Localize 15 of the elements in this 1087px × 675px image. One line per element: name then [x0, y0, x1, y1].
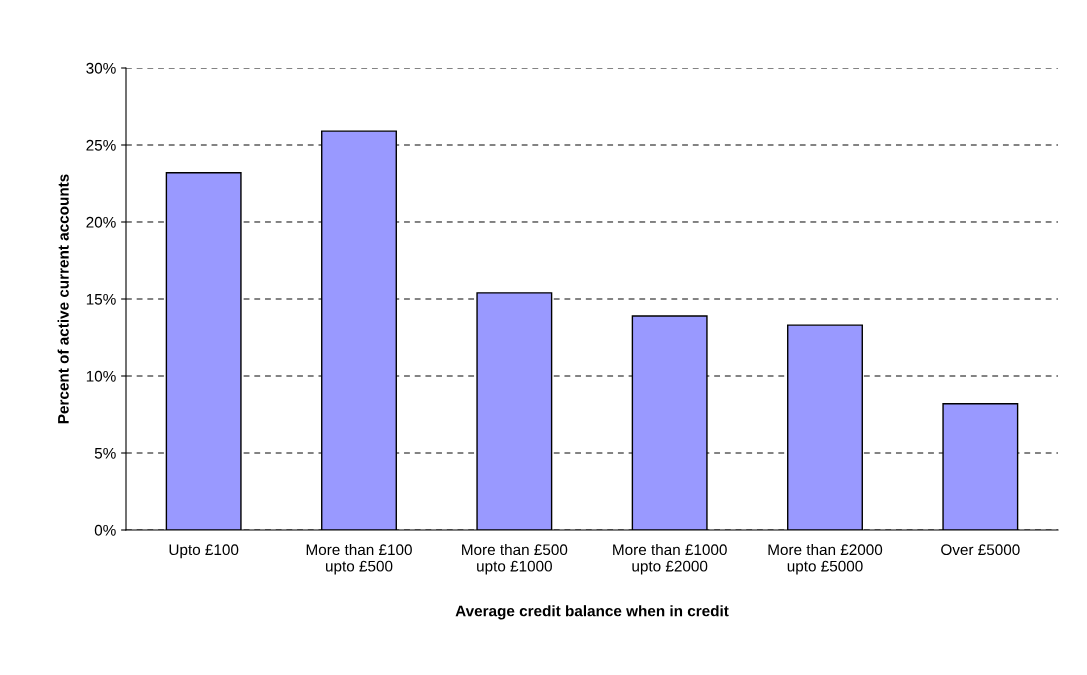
y-tick-label: 20%: [86, 216, 116, 228]
y-tick-label: 0%: [94, 524, 116, 536]
x-tick-label: More than £500 upto £1000: [462, 543, 568, 575]
y-tick-label: 10%: [86, 370, 116, 382]
y-tick-label: 15%: [86, 293, 116, 305]
x-axis-title: Average credit balance when in credit: [455, 605, 729, 620]
x-tick-label: More than £1000 upto £2000: [613, 543, 727, 575]
y-tick-label: 30%: [86, 62, 116, 74]
x-tick-label: Upto £100: [169, 544, 239, 559]
x-tick-label: Over £5000: [941, 544, 1020, 556]
x-tick-label: More than £2000 upto £5000: [768, 543, 883, 575]
y-tick-label: 5%: [94, 447, 116, 459]
x-tick-label: More than £100 upto £500: [306, 543, 412, 575]
y-axis-title: Percent of active current accounts: [57, 174, 69, 424]
y-tick-label: 25%: [86, 139, 116, 151]
